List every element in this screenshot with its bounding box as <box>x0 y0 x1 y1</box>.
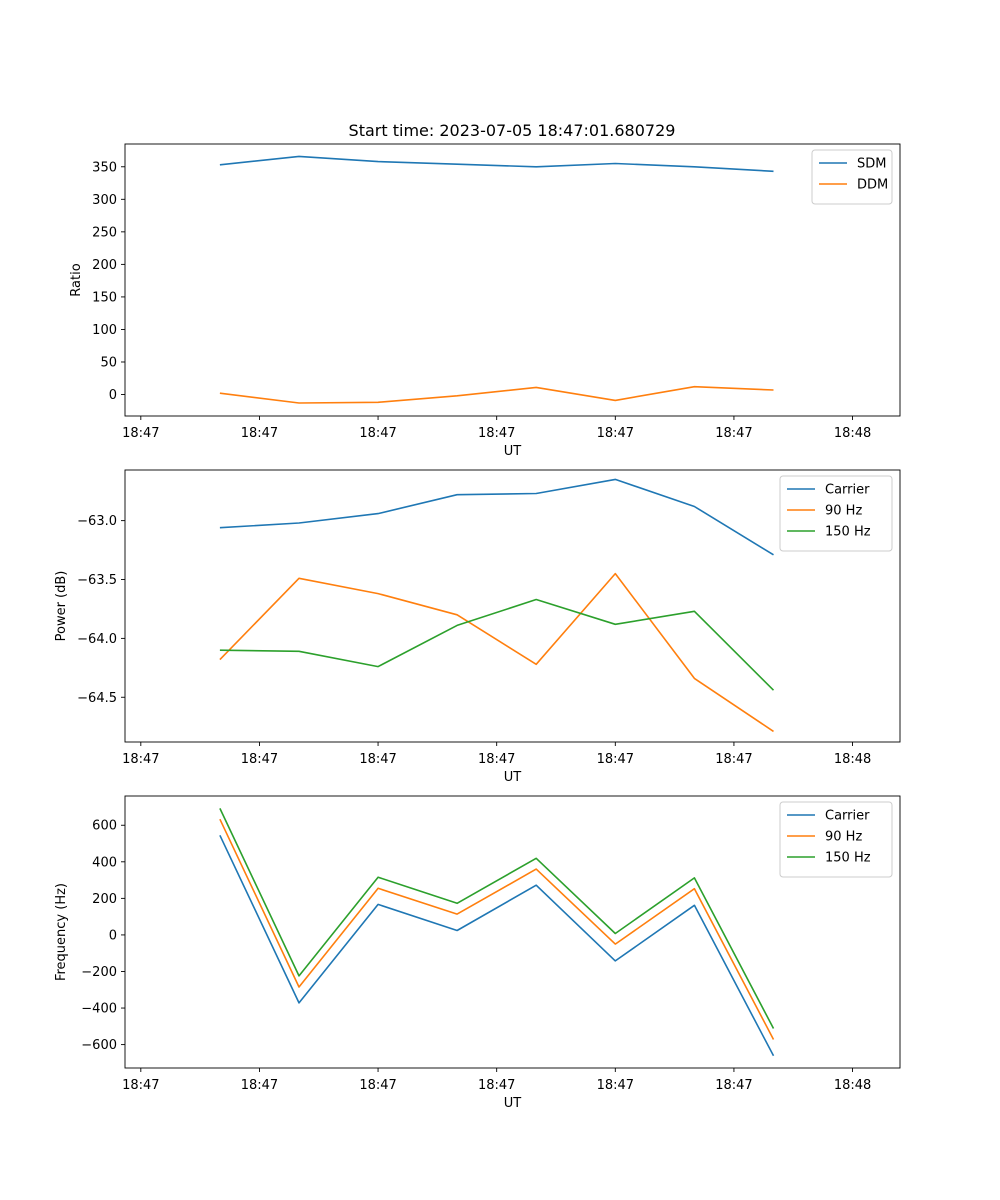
subplot-ratio: 18:47 18:47 18:47 18:47 18:47 18:47 18:48 0 50 10… <box>69 143 901 459</box>
x-tick-label: 18:47 <box>597 1078 634 1093</box>
x-tick-label: 18:47 <box>597 752 634 767</box>
legend-label: 150 Hz <box>825 851 871 866</box>
y-tick-label: 100 <box>92 323 117 338</box>
x-tick-label: 18:47 <box>478 752 515 767</box>
y-tick-label: −63.5 <box>77 573 117 588</box>
legend-box <box>779 801 893 878</box>
y-tick-label: 200 <box>92 892 117 907</box>
y-tick-label: 250 <box>92 225 117 240</box>
x-tick-label: 18:47 <box>241 752 278 767</box>
x-tick-label: 18:48 <box>834 426 871 441</box>
y-tick-label: −63.0 <box>77 514 117 529</box>
axes-frame <box>124 795 901 1069</box>
legend-label: 90 Hz <box>825 830 862 845</box>
y-tick-label: −400 <box>81 1002 117 1017</box>
y-tick-label: 300 <box>92 193 117 208</box>
legend-label: 150 Hz <box>825 525 871 540</box>
x-tick-label: 18:47 <box>715 752 752 767</box>
series-line-carrier <box>219 834 775 1057</box>
subplot-frequency: 18:47 18:47 18:47 18:47 18:47 18:47 18:48 −600 −… <box>54 795 901 1111</box>
series-line-150-hz <box>219 598 775 691</box>
x-tick-label: 18:47 <box>359 426 396 441</box>
legend-box <box>779 475 893 552</box>
y-tick-label: −64.5 <box>77 691 117 706</box>
y-axis-label: Power (dB) <box>54 571 69 642</box>
legend: Carrier 90 Hz 150 Hz <box>779 475 893 552</box>
legend-label: 90 Hz <box>825 504 862 519</box>
y-tick-label: 200 <box>92 258 117 273</box>
y-axis-label: Ratio <box>69 263 84 296</box>
axes-frame <box>124 469 901 743</box>
y-tick-label: 600 <box>92 819 117 834</box>
y-tick-label: 0 <box>109 388 117 403</box>
y-tick-label: −64.0 <box>77 632 117 647</box>
x-tick-label: 18:47 <box>359 1078 396 1093</box>
y-tick-label: −600 <box>81 1038 117 1053</box>
series-line-carrier <box>219 478 774 556</box>
y-tick-label: 150 <box>92 290 117 305</box>
x-tick-label: 18:47 <box>241 426 278 441</box>
x-tick-label: 18:48 <box>834 1078 871 1093</box>
x-tick-label: 18:47 <box>359 752 396 767</box>
legend-label: DDM <box>857 178 888 193</box>
legend-label: Carrier <box>825 483 870 498</box>
x-tick-label: 18:48 <box>834 752 871 767</box>
y-tick-label: 50 <box>100 355 117 370</box>
x-tick-label: 18:47 <box>597 426 634 441</box>
series-line-150-hz <box>219 808 775 1029</box>
x-axis-label: UT <box>504 444 522 459</box>
y-axis-label: Frequency (Hz) <box>54 883 69 981</box>
series-line-90-hz <box>219 572 774 733</box>
x-tick-label: 18:47 <box>478 1078 515 1093</box>
legend-label: Carrier <box>825 809 870 824</box>
series-line-sdm <box>219 155 774 173</box>
y-tick-label: 0 <box>109 928 117 943</box>
legend-label: SDM <box>857 157 886 172</box>
legend: Carrier 90 Hz 150 Hz <box>779 801 893 878</box>
x-tick-label: 18:47 <box>715 1078 752 1093</box>
x-tick-label: 18:47 <box>715 426 752 441</box>
x-axis-label: UT <box>504 770 522 785</box>
x-axis-label: UT <box>504 1096 522 1111</box>
y-tick-label: 400 <box>92 855 117 870</box>
x-tick-label: 18:47 <box>122 426 159 441</box>
series-line-90-hz <box>219 818 775 1040</box>
y-tick-label: −200 <box>81 965 117 980</box>
x-tick-label: 18:47 <box>241 1078 278 1093</box>
series-line-ddm <box>219 385 774 404</box>
chart-title: Start time: 2023-07-05 18:47:01.680729 <box>349 121 676 140</box>
x-tick-label: 18:47 <box>478 426 515 441</box>
legend: SDM DDM <box>811 149 893 205</box>
x-tick-label: 18:47 <box>122 752 159 767</box>
axes-frame <box>124 143 901 417</box>
subplot-power: 18:47 18:47 18:47 18:47 18:47 18:47 18:48 −64.5… <box>54 469 901 785</box>
plots-container: 18:47 18:47 18:47 18:47 18:47 18:47 18:48 0 50 10… <box>54 143 901 1111</box>
y-tick-label: 350 <box>92 160 117 175</box>
x-tick-label: 18:47 <box>122 1078 159 1093</box>
